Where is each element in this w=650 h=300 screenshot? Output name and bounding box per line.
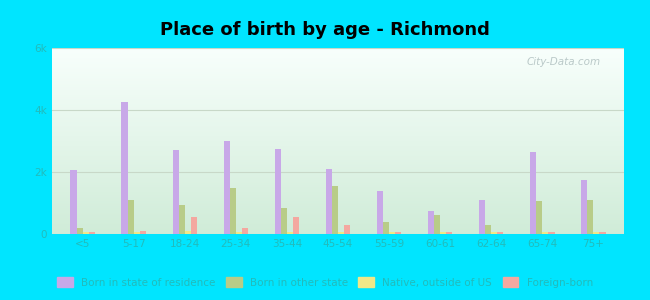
Bar <box>338 232 344 234</box>
Bar <box>479 200 485 234</box>
Bar <box>281 208 287 234</box>
Bar <box>389 232 395 234</box>
Bar <box>326 169 332 234</box>
Bar <box>242 228 248 234</box>
Bar <box>377 190 383 234</box>
Bar <box>122 102 127 234</box>
Bar <box>599 232 606 234</box>
Bar <box>542 232 549 234</box>
Legend: Born in state of residence, Born in other state, Native, outside of US, Foreign-: Born in state of residence, Born in othe… <box>53 273 597 292</box>
Bar <box>287 232 293 234</box>
Bar <box>536 202 542 234</box>
Bar <box>293 217 299 234</box>
Bar <box>89 232 95 234</box>
Bar <box>236 232 242 234</box>
Bar <box>77 228 83 234</box>
Bar <box>83 232 89 234</box>
Bar <box>229 188 236 234</box>
Text: Place of birth by age - Richmond: Place of birth by age - Richmond <box>160 21 490 39</box>
Bar <box>275 149 281 234</box>
Bar <box>383 222 389 234</box>
Bar <box>332 186 338 234</box>
Bar <box>172 150 179 234</box>
Bar <box>224 141 229 234</box>
Bar <box>428 211 434 234</box>
Bar <box>70 170 77 234</box>
Bar <box>127 200 134 234</box>
Bar <box>593 232 599 234</box>
Bar <box>440 232 447 234</box>
Bar <box>395 232 401 234</box>
Bar <box>344 225 350 234</box>
Bar <box>549 232 554 234</box>
Bar <box>434 215 440 234</box>
Bar <box>497 232 504 234</box>
Bar <box>530 152 536 234</box>
Bar <box>587 200 593 234</box>
Bar <box>581 180 587 234</box>
Text: City-Data.com: City-Data.com <box>526 57 601 67</box>
Bar <box>134 232 140 234</box>
Bar <box>179 205 185 234</box>
Bar <box>485 225 491 234</box>
Bar <box>140 231 146 234</box>
Bar <box>491 232 497 234</box>
Bar <box>447 232 452 234</box>
Bar <box>185 231 191 234</box>
Bar <box>191 217 197 234</box>
